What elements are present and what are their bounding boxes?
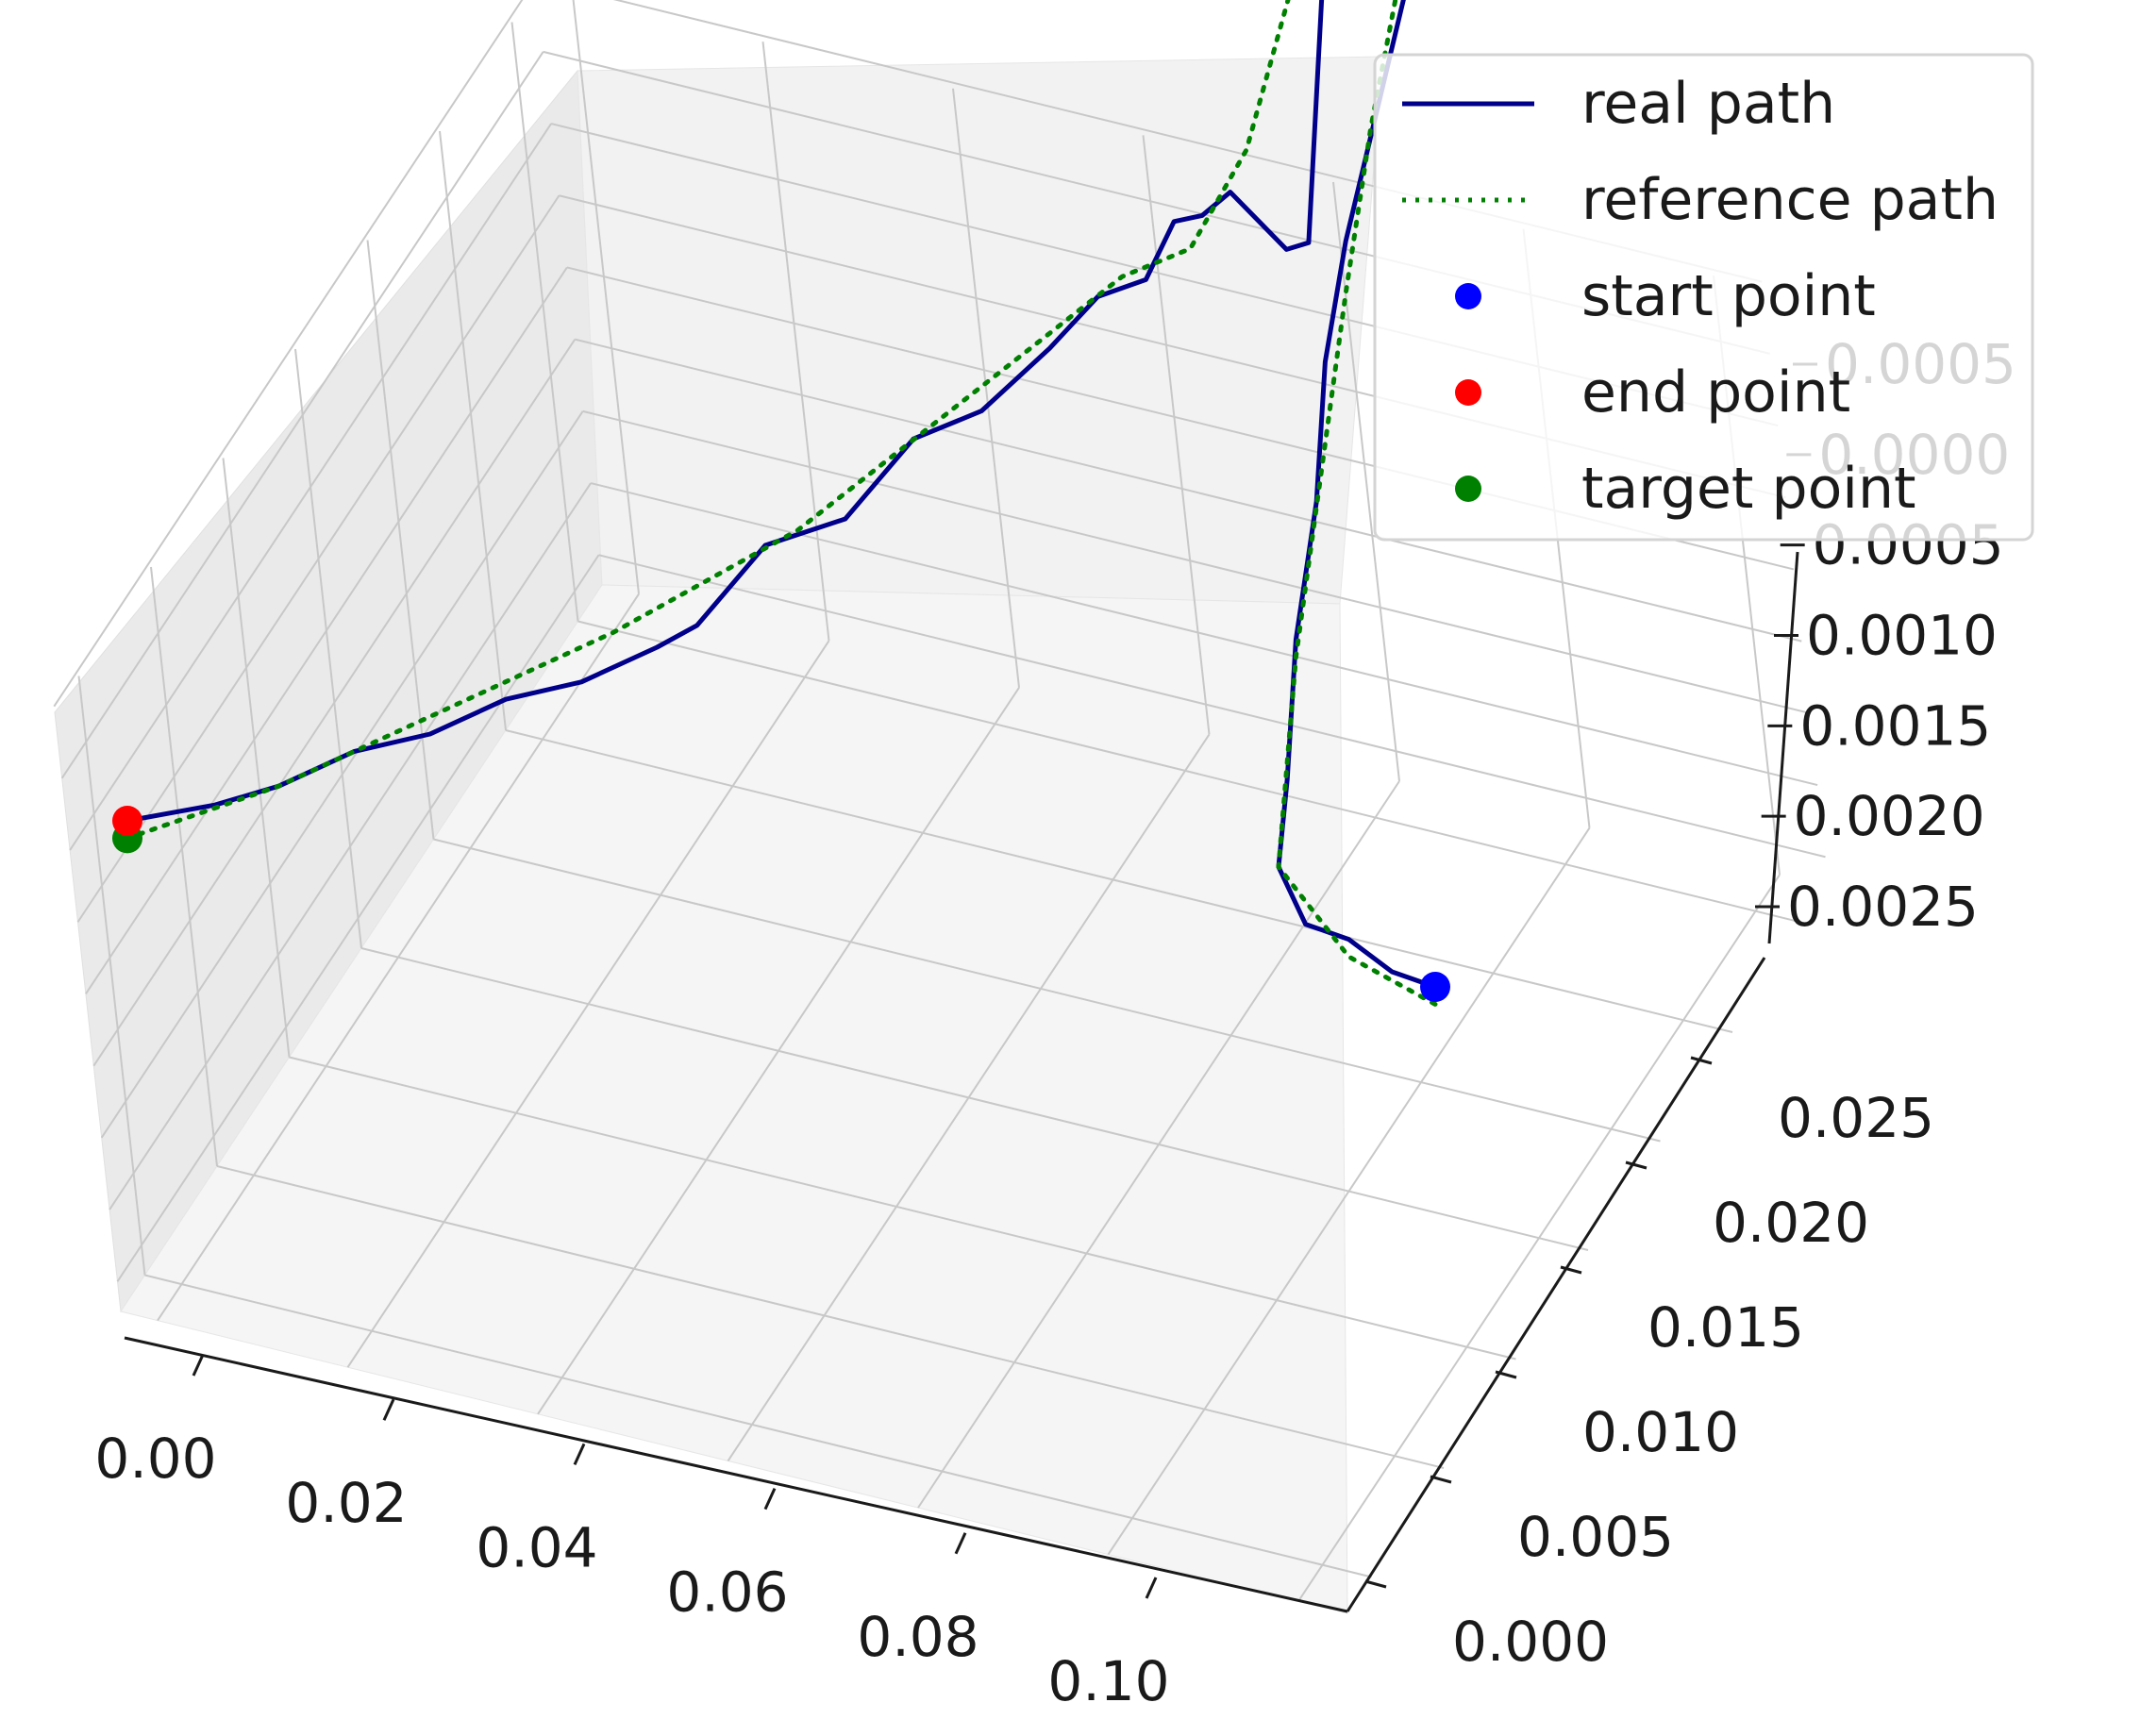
legend-label-start-point: start point <box>1581 263 1876 329</box>
y-tick-label: 0.015 <box>1648 1295 1804 1360</box>
grid-floor-y-0 <box>144 1274 1372 1578</box>
grid-back-z-2 <box>582 409 1810 714</box>
grid-floor-y-5 <box>505 729 1733 1033</box>
grid-back-x-1 <box>761 42 830 642</box>
grid-side-y-3 <box>294 348 362 949</box>
legend-label-reference-path: reference path <box>1581 167 1999 233</box>
grid-side-z-2 <box>100 410 584 1139</box>
axis-lines <box>124 551 1799 1613</box>
x-tick-label: 0.08 <box>857 1605 979 1669</box>
x-tick-mark <box>763 1487 777 1511</box>
x-tick-mark <box>954 1532 967 1555</box>
grid-side-z-4 <box>85 266 568 995</box>
grid-back-x-4 <box>1332 181 1400 782</box>
legend-label-real-path: real path <box>1581 71 1835 137</box>
series-layer <box>125 0 1438 1007</box>
grid-side-y-6 <box>510 22 579 622</box>
y-tick-label: 0.010 <box>1582 1400 1739 1464</box>
z-tick-label: 0.0025 <box>1787 875 1979 939</box>
legend-marker-end-point <box>1455 379 1481 406</box>
floor-pane <box>120 584 1348 1614</box>
y-axis-ticks: 0.000 0.005 0.010 0.015 0.020 0.025 <box>1364 1056 1934 1674</box>
y-tick-label: 0.020 <box>1713 1191 1869 1255</box>
y-tick-label: 0.005 <box>1517 1505 1674 1569</box>
z-axis-line <box>1767 551 1799 944</box>
x-tick-label: 0.04 <box>476 1515 597 1579</box>
legend: real path reference path start point end… <box>1373 53 2034 542</box>
grid-back-x-0 <box>572 0 640 594</box>
grid-back-z-3 <box>575 338 1802 643</box>
grid-back-z-0 <box>598 554 1826 859</box>
x-tick-mark <box>573 1443 586 1466</box>
x-tick-label: 0.02 <box>285 1471 407 1535</box>
y-tick-label: 0.000 <box>1452 1610 1609 1674</box>
grid-floor-y-2 <box>289 1056 1516 1360</box>
y-tick-mark <box>1430 1475 1452 1484</box>
x-tick-label: 0.06 <box>666 1561 788 1625</box>
z-tick-label: 0.0015 <box>1799 693 1991 758</box>
y-tick-mark <box>1495 1370 1517 1379</box>
grid-floor-y-4 <box>433 838 1661 1143</box>
grid-side-z-5 <box>76 194 560 923</box>
grid-floor-y-6 <box>577 620 1805 925</box>
z-tick-label: 0.0020 <box>1794 784 1985 848</box>
y-tick-mark <box>1364 1579 1387 1589</box>
y-tick-mark <box>1690 1056 1713 1065</box>
legend-label-end-point: end point <box>1581 359 1850 426</box>
grid-side-y-0 <box>77 676 146 1276</box>
grid-side-z-8 <box>53 0 524 708</box>
grid-side-y-2 <box>222 458 291 1058</box>
grid-side-z-7 <box>60 51 544 779</box>
x-tick-label: 0.10 <box>1047 1649 1169 1713</box>
legend-marker-start-point <box>1455 283 1481 309</box>
grid-floor-y-3 <box>360 947 1589 1251</box>
y-axis-line <box>1346 957 1766 1612</box>
points-layer <box>112 806 1450 1002</box>
legend-marker-target-point <box>1455 476 1481 502</box>
grid-side-y-4 <box>366 240 435 840</box>
grid-side-z-1 <box>109 482 592 1210</box>
grid-side-z-3 <box>92 339 577 1067</box>
y-tick-mark <box>1560 1265 1582 1275</box>
grid-back-x-3 <box>1142 135 1211 735</box>
series-reference-path <box>125 0 1438 1007</box>
grid-floor-y-1 <box>216 1165 1445 1469</box>
x-tick-mark <box>192 1354 205 1377</box>
y-tick-mark <box>1625 1160 1648 1170</box>
axis-panes <box>54 56 1383 1614</box>
end-point-marker <box>112 806 142 836</box>
x-tick-mark <box>1145 1577 1158 1599</box>
legend-box <box>1373 53 2034 542</box>
grid-side-z-6 <box>69 123 552 851</box>
y-tick-label: 0.025 <box>1778 1086 1934 1150</box>
x-tick-mark <box>382 1398 395 1421</box>
grid-side-y-1 <box>150 566 218 1167</box>
grid-side-y-5 <box>439 130 507 731</box>
x-axis-ticks: 0.00 0.02 0.04 0.06 0.08 0.10 <box>94 1354 1170 1713</box>
z-tick-label: 0.0010 <box>1806 604 1998 668</box>
x-axis-line <box>124 1336 1348 1613</box>
grid-back-x-2 <box>952 88 1020 688</box>
legend-label-target-point: target point <box>1581 456 1916 522</box>
series-real-path <box>126 0 1436 990</box>
start-point-marker <box>1420 972 1450 1002</box>
x-tick-label: 0.00 <box>94 1427 216 1491</box>
